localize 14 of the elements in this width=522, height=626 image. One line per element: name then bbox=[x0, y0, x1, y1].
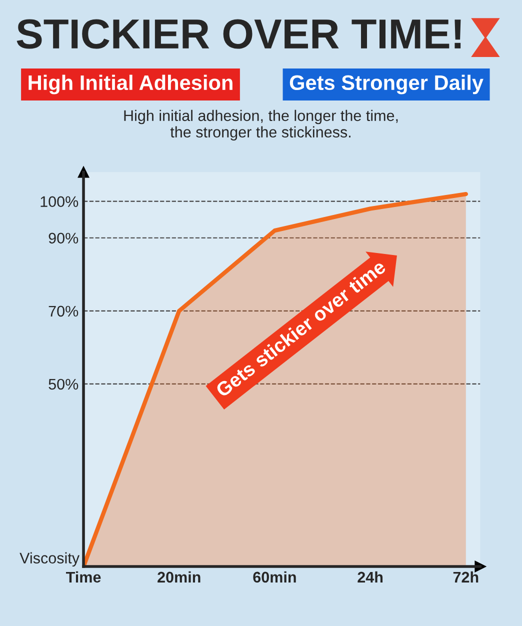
y-tick-label: 100% bbox=[40, 196, 78, 208]
y-tick-label: 90% bbox=[48, 232, 78, 244]
x-tick-label: 20min bbox=[158, 571, 200, 583]
chart-title: STICKIER OVER TIME! bbox=[16, 19, 461, 49]
text: Gets Stronger Daily bbox=[290, 74, 484, 94]
y-axis-title: Viscosity bbox=[20, 552, 80, 567]
x-tick-label: Time bbox=[66, 571, 101, 583]
chart-subtitle: High initial adhesion, the longer the time, the stronger the stickiness. bbox=[124, 110, 398, 141]
x-tick-label: 24h bbox=[358, 571, 383, 582]
x-tick-label: 72h bbox=[453, 571, 478, 582]
x-tick-label: 60min bbox=[253, 571, 296, 583]
y-tick-label: 70% bbox=[48, 306, 78, 317]
text: High Initial Adhesion bbox=[28, 74, 232, 94]
y-tick-label: 50% bbox=[48, 378, 78, 390]
